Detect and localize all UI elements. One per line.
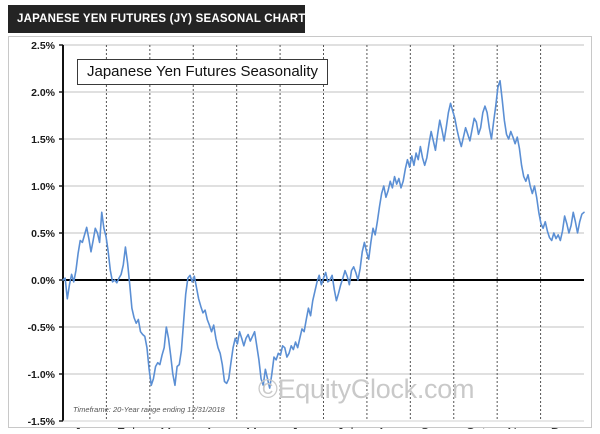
chart-svg: 2.5%2.0%1.5%1.0%0.5%0.0%-0.5%-1.0%-1.5% … <box>28 40 585 429</box>
chart-title-box: Japanese Yen Futures Seasonality <box>77 59 328 86</box>
y-axis-tick-label: -1.0% <box>28 369 56 381</box>
chart-header-bar: JAPANESE YEN FUTURES (JY) SEASONAL CHART <box>8 5 305 33</box>
x-axis-month-label: Dec <box>551 425 575 429</box>
y-axis-labels-group: 2.5% 2.0% 1.5% 1.0% 0.5% 0.0% -0.5% -1.0% -1.5% <box>28 40 56 428</box>
y-axis-tick-label: 1.5% <box>31 134 56 146</box>
y-axis-tick-label: -0.5% <box>28 322 56 334</box>
chart-frame: 2.5% 2.0% 1.5% 1.0% 0.5% 0.0% -0.5% -1.0% -1.5% … <box>8 36 593 429</box>
x-axis-month-label: Aug <box>377 425 400 429</box>
chart-header-title: JAPANESE YEN FUTURES (JY) SEASONAL CHART <box>17 13 306 25</box>
x-axis-month-label: Feb <box>117 425 139 429</box>
y-axis-tick-label: 2.5% <box>31 40 56 52</box>
x-axis-month-label: Oct <box>465 425 486 429</box>
seasonality-line <box>62 79 585 389</box>
y-axis-tick-label: 2.0% <box>31 87 56 99</box>
y-axis-tick-label: 0.0% <box>31 275 56 287</box>
timeframe-footnote: Timeframe: 20-Year range ending 12/31/20… <box>73 405 225 414</box>
x-axis-month-label: Jan <box>74 425 95 429</box>
x-axis-month-label: Nov <box>507 425 531 429</box>
x-axis-labels-group: Jan Feb Mar Apr May Jun Jul Aug Sep Oct Nov Dec <box>74 425 574 429</box>
y-axis-tick-label: -1.5% <box>28 416 56 428</box>
y-axis-tick-label: 1.0% <box>31 181 56 193</box>
x-axis-month-label: Apr <box>205 425 226 429</box>
x-axis-month-label: Mar <box>160 425 183 429</box>
x-axis-month-label: Sep <box>420 425 443 429</box>
x-axis-month-label: Jul <box>337 425 354 429</box>
plot-area: 2.5% 2.0% 1.5% 1.0% 0.5% 0.0% -0.5% -1.0% -1.5% … <box>9 37 593 429</box>
x-axis-month-label: Jun <box>291 425 312 429</box>
month-dividers-group <box>105 45 542 421</box>
data-series-group <box>62 79 585 389</box>
x-axis-month-label: May <box>246 425 271 429</box>
y-axis-tick-label: 0.5% <box>31 228 56 240</box>
